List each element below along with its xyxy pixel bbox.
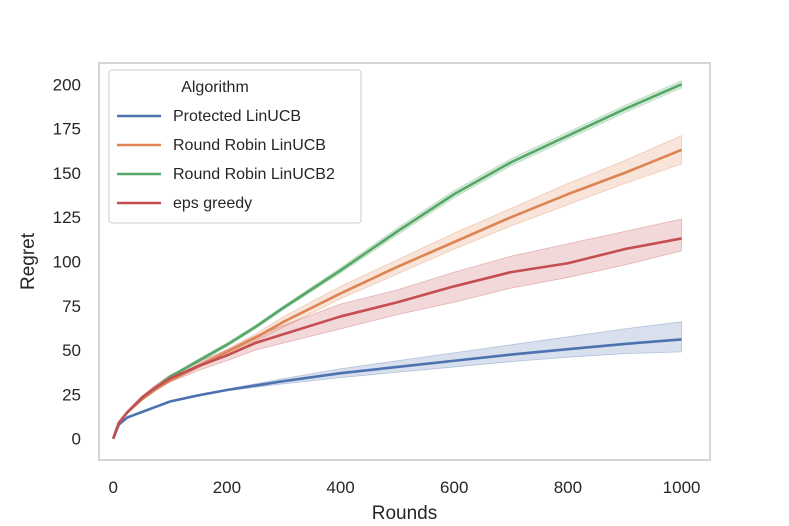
x-tick-label: 800: [554, 478, 582, 497]
x-tick-label: 200: [213, 478, 241, 497]
y-tick-label: 50: [62, 341, 81, 360]
y-tick-label: 75: [62, 297, 81, 316]
y-tick-labels: 0 25 50 75 100 125 150 175 200: [53, 75, 81, 448]
legend: Algorithm Protected LinUCB Round Robin Li…: [108, 69, 362, 224]
y-tick-label: 100: [53, 253, 81, 272]
band-eps-greedy: [112, 218, 682, 439]
band-protected-linucb: [112, 321, 682, 439]
y-tick-label: 175: [53, 120, 81, 139]
line-protected-linucb: [112, 338, 682, 440]
legend-label-round-robin-linucb2: Round Robin LinUCB2: [173, 166, 335, 183]
x-tick-label: 0: [108, 478, 117, 497]
y-tick-label: 125: [53, 208, 81, 227]
legend-box: [108, 69, 362, 224]
y-axis-label: Regret: [18, 232, 39, 290]
legend-title: Algorithm: [181, 79, 249, 96]
plot-frame: [98, 62, 711, 461]
x-tick-label: 600: [440, 478, 468, 497]
x-tick-label: 400: [326, 478, 354, 497]
legend-label-protected-linucb: Protected LinUCB: [173, 108, 301, 125]
y-tick-label: 200: [53, 75, 81, 94]
series-lines: [111, 83, 683, 440]
y-tick-label: 25: [62, 385, 81, 404]
x-tick-labels: 0 200 400 600 800 1000: [108, 478, 700, 497]
y-tick-label: 150: [53, 164, 81, 183]
y-tick-label: 0: [72, 430, 81, 449]
legend-label-round-robin-linucb: Round Robin LinUCB: [173, 137, 326, 154]
x-tick-label: 1000: [663, 478, 701, 497]
line-eps-greedy: [111, 237, 682, 440]
legend-label-eps-greedy: eps greedy: [173, 195, 252, 212]
x-axis-label: Rounds: [372, 503, 438, 524]
